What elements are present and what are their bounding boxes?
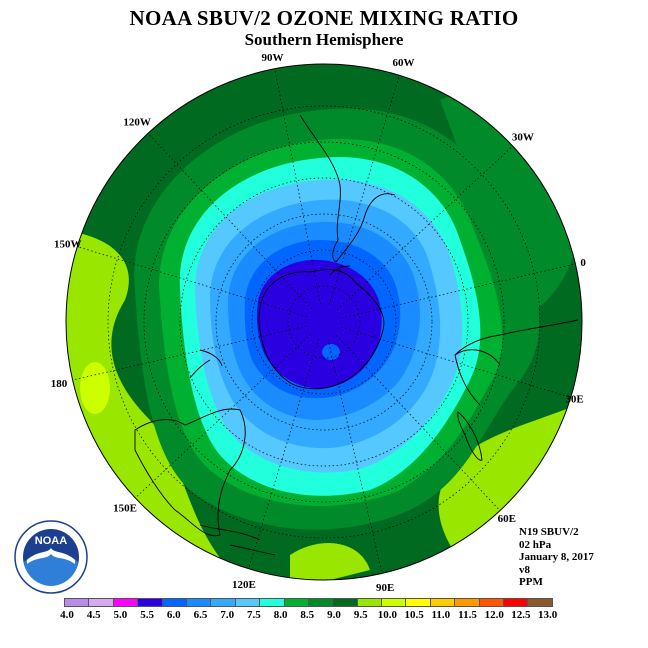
longitude-label: 90W	[261, 52, 283, 64]
color-scale-segment	[381, 598, 407, 607]
units-label: PPM	[519, 576, 543, 588]
color-scale-segment	[137, 598, 163, 607]
longitude-label: 120E	[232, 579, 256, 591]
color-scale-segment	[234, 598, 261, 607]
color-scale-tick-label: 4.5	[86, 609, 101, 621]
info-block: N19 SBUV/2 02 hPa January 8, 2017 v8 PPM	[519, 526, 594, 589]
color-scale-segment	[503, 598, 529, 607]
color-scale-segment	[283, 598, 309, 607]
color-scale-segment	[64, 598, 90, 607]
meridian-line	[336, 145, 513, 310]
color-scale-tick-label: 12.0	[484, 609, 504, 621]
version-label: v8	[519, 563, 530, 576]
noaa-logo: NOAA	[14, 520, 88, 594]
meridian-line	[274, 68, 321, 305]
longitude-label: 0	[580, 257, 586, 269]
indonesia	[199, 524, 276, 556]
color-scale-tick-label: 12.5	[511, 609, 531, 621]
longitude-label: 30W	[512, 131, 534, 143]
map-subtitle: Southern Hemisphere	[244, 30, 404, 49]
map-title: NOAA SBUV/2 OZONE MIXING RATIO	[129, 6, 519, 30]
color-scale-segment	[112, 598, 139, 607]
satellite-label: N19 SBUV/2	[519, 526, 579, 538]
longitude-label: 90E	[376, 582, 394, 594]
lat-circle-70	[251, 249, 397, 395]
lat-circle-30	[107, 105, 541, 539]
noaa-logo-text: NOAA	[35, 535, 67, 547]
color-scale-tick-label: 6.0	[166, 609, 181, 621]
date-label: January 8, 2017	[519, 551, 594, 563]
meridian-line	[336, 334, 501, 511]
new-zealand	[189, 349, 223, 379]
color-scale-segment	[429, 598, 456, 607]
antarctica-coast	[258, 269, 385, 390]
color-scale-tick-label: 9.5	[353, 609, 368, 621]
color-scale-segment	[161, 598, 187, 607]
lat-circle-80	[287, 285, 361, 359]
south-america-coast	[299, 114, 396, 263]
australia-coast	[134, 408, 246, 537]
color-scale-bar	[64, 598, 553, 607]
color-scale-tick-label: 11.0	[431, 609, 451, 621]
africa-coast	[454, 319, 579, 406]
color-scale-segment	[259, 598, 285, 607]
band-5p0	[257, 259, 382, 389]
color-scale-segment	[210, 598, 236, 607]
color-scale-tick-label: 8.0	[273, 609, 288, 621]
color-scale-tick-label: 13.0	[537, 609, 558, 621]
color-scale-segment	[478, 598, 505, 607]
lat-circle-40	[143, 141, 505, 503]
color-scale-tick-label: 5.5	[140, 609, 154, 621]
meridian-line	[341, 326, 571, 398]
lat-circle-60	[215, 213, 433, 431]
color-scale-segment	[405, 598, 431, 607]
longitude-label: 150W	[54, 239, 82, 251]
color-scale-tick-label: 4.0	[60, 609, 74, 621]
color-scale-tick-label: 10.0	[377, 609, 398, 621]
color-scale-segment	[356, 598, 383, 607]
longitude-label: 180	[51, 378, 68, 390]
meridian-line	[341, 263, 576, 319]
color-scale-segment	[88, 598, 114, 607]
longitude-label: 60E	[498, 513, 516, 525]
map-boundary	[65, 63, 583, 581]
color-scale-tick-label: 10.5	[404, 609, 424, 621]
meridian-line	[248, 339, 320, 569]
color-scale-segment	[527, 598, 553, 607]
band-10p0	[80, 362, 110, 414]
color-scale-tick-label: 6.5	[193, 609, 208, 621]
meridian-line	[328, 75, 400, 305]
meridian-line	[77, 246, 307, 318]
meridian-line	[135, 334, 312, 499]
color-scale-tick-label: 8.5	[300, 609, 315, 621]
meridian-line	[327, 339, 383, 574]
coastlines	[134, 114, 579, 556]
madagascar	[457, 411, 483, 461]
color-scale-tick-label: 7.0	[220, 609, 235, 621]
meridian-line	[72, 325, 307, 381]
color-scale-segment	[307, 598, 334, 607]
graticule	[72, 68, 576, 574]
antarctic-peninsula	[329, 265, 351, 276]
color-scale-segment	[185, 598, 212, 607]
longitude-label: 120W	[123, 117, 151, 129]
longitude-label: 150E	[113, 503, 137, 515]
color-scale-segment	[454, 598, 480, 607]
color-scale-tick-label: 7.5	[247, 609, 261, 621]
pressure-label: 02 hPa	[519, 538, 552, 551]
band-9p5-south	[290, 543, 370, 580]
color-scale-tick-label: 11.5	[458, 609, 477, 621]
color-scale-segment	[332, 598, 358, 607]
lat-circle-50	[179, 177, 469, 467]
color-scale-tick-label: 5.0	[113, 609, 128, 621]
longitude-label: 60W	[393, 57, 415, 69]
color-scale-tick-label: 9.0	[327, 609, 341, 621]
meridian-line	[147, 133, 312, 310]
color-scale-ticks: 4.0 4.5 5.0 5.5 6.0 6.5 7.0 7.5 8.0 8.5 9.0 9.5 10.0…	[0, 609, 648, 623]
longitude-label: 30E	[565, 394, 583, 406]
